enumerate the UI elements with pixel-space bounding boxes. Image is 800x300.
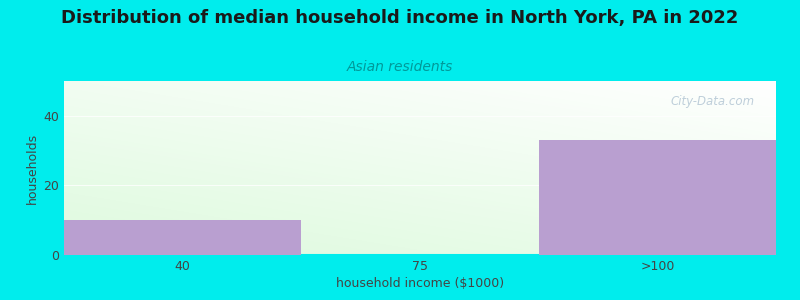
Text: City-Data.com: City-Data.com bbox=[670, 95, 754, 108]
X-axis label: household income ($1000): household income ($1000) bbox=[336, 277, 504, 290]
Text: Asian residents: Asian residents bbox=[347, 60, 453, 74]
Text: Distribution of median household income in North York, PA in 2022: Distribution of median household income … bbox=[62, 9, 738, 27]
Bar bbox=[538, 140, 776, 255]
Bar bbox=[64, 220, 302, 255]
Y-axis label: households: households bbox=[26, 132, 39, 204]
